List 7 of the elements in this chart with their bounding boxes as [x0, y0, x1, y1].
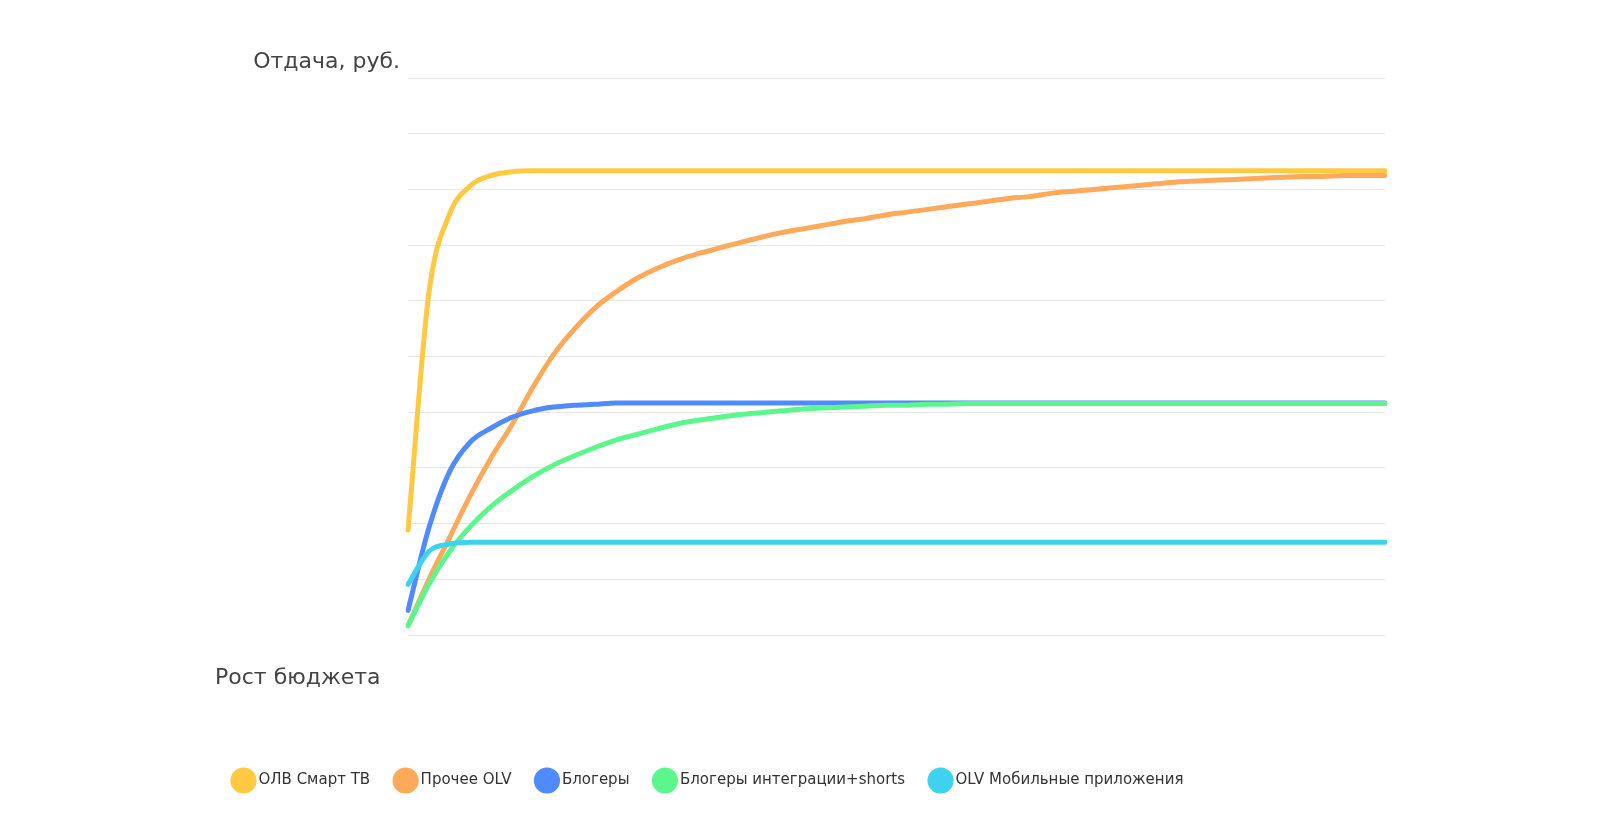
y-axis-title: Отдача, руб.: [253, 48, 400, 73]
legend-label: Прочее OLV: [420, 770, 513, 789]
legend-label: OLV Мобильные приложения: [955, 770, 1184, 789]
legend-label: ОЛВ Смарт ТВ: [258, 770, 371, 789]
legend-label: Блогеры: [561, 770, 630, 789]
x-axis-title: Рост бюджета: [215, 664, 381, 689]
legend-label: Блогеры интеграции+shorts: [679, 770, 906, 789]
